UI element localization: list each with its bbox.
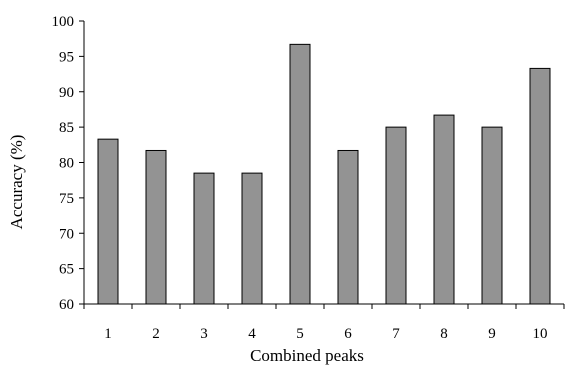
x-tick-label: 8 (440, 326, 448, 342)
bar (529, 67, 551, 305)
y-tick-label: 80 (59, 156, 74, 172)
y-tick-label: 90 (59, 85, 74, 101)
bar (145, 149, 167, 305)
bar (481, 126, 503, 305)
x-tick-label: 5 (296, 326, 304, 342)
x-tick-label: 7 (392, 326, 400, 342)
bar (97, 138, 119, 305)
x-tick-label: 9 (488, 326, 496, 342)
bar (433, 114, 455, 305)
x-tick-label: 6 (344, 326, 352, 342)
x-tick-label: 4 (248, 326, 256, 342)
x-tick-label: 2 (152, 326, 160, 342)
bars-group (97, 43, 551, 305)
y-tick-label: 100 (52, 14, 75, 30)
y-tick-label: 95 (59, 49, 74, 65)
y-tick-label: 65 (59, 262, 74, 278)
bar (385, 126, 407, 305)
bar (241, 172, 263, 305)
y-tick-label: 75 (59, 191, 74, 207)
x-tick-label: 1 (104, 326, 112, 342)
x-tick-label: 10 (533, 326, 548, 342)
x-ticks-group: 1 2 3 4 5 6 7 8 9 10 (83, 304, 565, 342)
x-tick-label: 3 (200, 326, 208, 342)
bar (289, 43, 311, 305)
y-ticks-group: 60 65 70 75 80 85 90 95 100 (52, 14, 84, 313)
bar (193, 172, 215, 305)
x-axis-label: Combined peaks (250, 346, 364, 365)
y-tick-label: 60 (59, 297, 74, 313)
y-tick-label: 85 (59, 120, 74, 136)
y-axis-label: Accuracy (%) (7, 135, 26, 230)
y-tick-label: 70 (59, 226, 74, 242)
bar (337, 149, 359, 305)
